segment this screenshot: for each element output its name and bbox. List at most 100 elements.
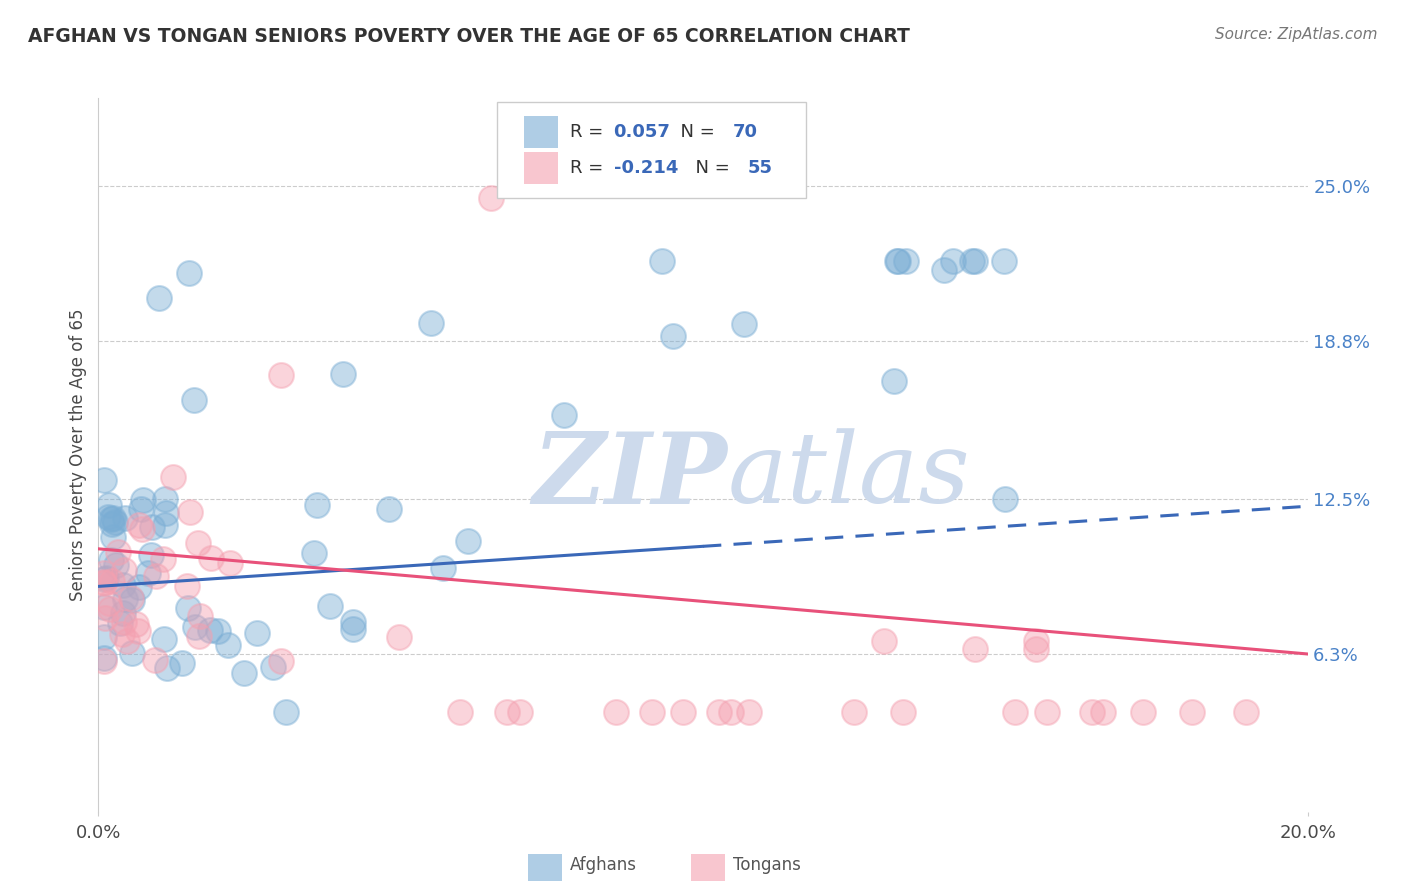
Point [932, 263, 955, 277]
Point [112, 606, 135, 620]
Point [965, 642, 987, 657]
Point [112, 615, 135, 630]
Point [183, 392, 205, 407]
Point [733, 317, 755, 331]
Point [1081, 705, 1104, 719]
Point [886, 253, 908, 268]
Point [184, 619, 207, 633]
Point [94, 610, 117, 624]
Point [179, 505, 201, 519]
Point [128, 517, 150, 532]
Point [93, 473, 115, 487]
Point [136, 566, 159, 580]
Point [873, 634, 896, 648]
Point [198, 623, 221, 637]
Text: 70: 70 [734, 123, 758, 141]
Point [187, 536, 209, 550]
Text: Source: ZipAtlas.com: Source: ZipAtlas.com [1215, 27, 1378, 42]
Point [388, 630, 411, 644]
Point [342, 615, 364, 630]
Point [100, 553, 122, 567]
Point [319, 599, 342, 613]
Point [641, 705, 664, 719]
Point [432, 561, 454, 575]
Point [960, 253, 983, 268]
Point [153, 518, 176, 533]
Point [1004, 705, 1026, 719]
Point [270, 368, 292, 382]
Text: Tongans: Tongans [734, 856, 801, 874]
Text: N =: N = [683, 159, 735, 177]
Point [145, 569, 167, 583]
Text: AFGHAN VS TONGAN SENIORS POVERTY OVER THE AGE OF 65 CORRELATION CHART: AFGHAN VS TONGAN SENIORS POVERTY OVER TH… [28, 27, 910, 45]
Point [672, 705, 695, 719]
Point [605, 705, 627, 719]
Point [107, 545, 129, 559]
Point [139, 549, 162, 563]
Point [1092, 705, 1115, 719]
FancyBboxPatch shape [498, 102, 806, 198]
Point [153, 492, 176, 507]
Text: R =: R = [569, 123, 609, 141]
Point [97, 510, 120, 524]
Point [101, 574, 124, 588]
Point [162, 470, 184, 484]
Text: N =: N = [669, 123, 721, 141]
Point [342, 622, 364, 636]
Point [1024, 634, 1046, 648]
Point [188, 629, 211, 643]
Point [1132, 705, 1154, 719]
Point [305, 499, 328, 513]
Point [217, 638, 239, 652]
Point [112, 563, 135, 577]
Point [152, 551, 174, 566]
Point [131, 493, 153, 508]
Point [101, 511, 124, 525]
Point [709, 705, 731, 719]
Point [111, 627, 134, 641]
Point [121, 646, 143, 660]
Point [651, 253, 673, 268]
Point [378, 501, 401, 516]
Point [1024, 642, 1046, 657]
Point [179, 266, 201, 280]
Point [219, 556, 242, 570]
Point [188, 609, 211, 624]
Point [1234, 705, 1257, 719]
Point [93, 576, 115, 591]
Point [141, 519, 163, 533]
Point [509, 705, 531, 719]
Point [177, 600, 200, 615]
Point [103, 515, 125, 529]
Point [127, 624, 149, 638]
Point [131, 522, 153, 536]
Point [170, 656, 193, 670]
Point [942, 253, 965, 268]
Point [553, 408, 575, 422]
Point [101, 530, 124, 544]
Point [120, 591, 142, 605]
Point [100, 602, 122, 616]
Text: 0.057: 0.057 [613, 123, 671, 141]
Point [737, 705, 759, 719]
Text: Afghans: Afghans [569, 856, 637, 874]
Point [114, 511, 136, 525]
Point [245, 625, 267, 640]
Point [114, 591, 136, 606]
Point [115, 634, 138, 648]
Point [963, 253, 986, 268]
Point [883, 375, 905, 389]
Point [332, 367, 354, 381]
Point [200, 550, 222, 565]
Point [108, 616, 131, 631]
Point [94, 571, 117, 585]
Point [101, 517, 124, 532]
Point [891, 705, 914, 719]
Point [124, 617, 146, 632]
Point [993, 253, 1015, 268]
Point [155, 506, 177, 520]
Point [274, 705, 297, 719]
Text: -0.214: -0.214 [613, 159, 678, 177]
Point [121, 592, 143, 607]
Point [93, 655, 115, 669]
